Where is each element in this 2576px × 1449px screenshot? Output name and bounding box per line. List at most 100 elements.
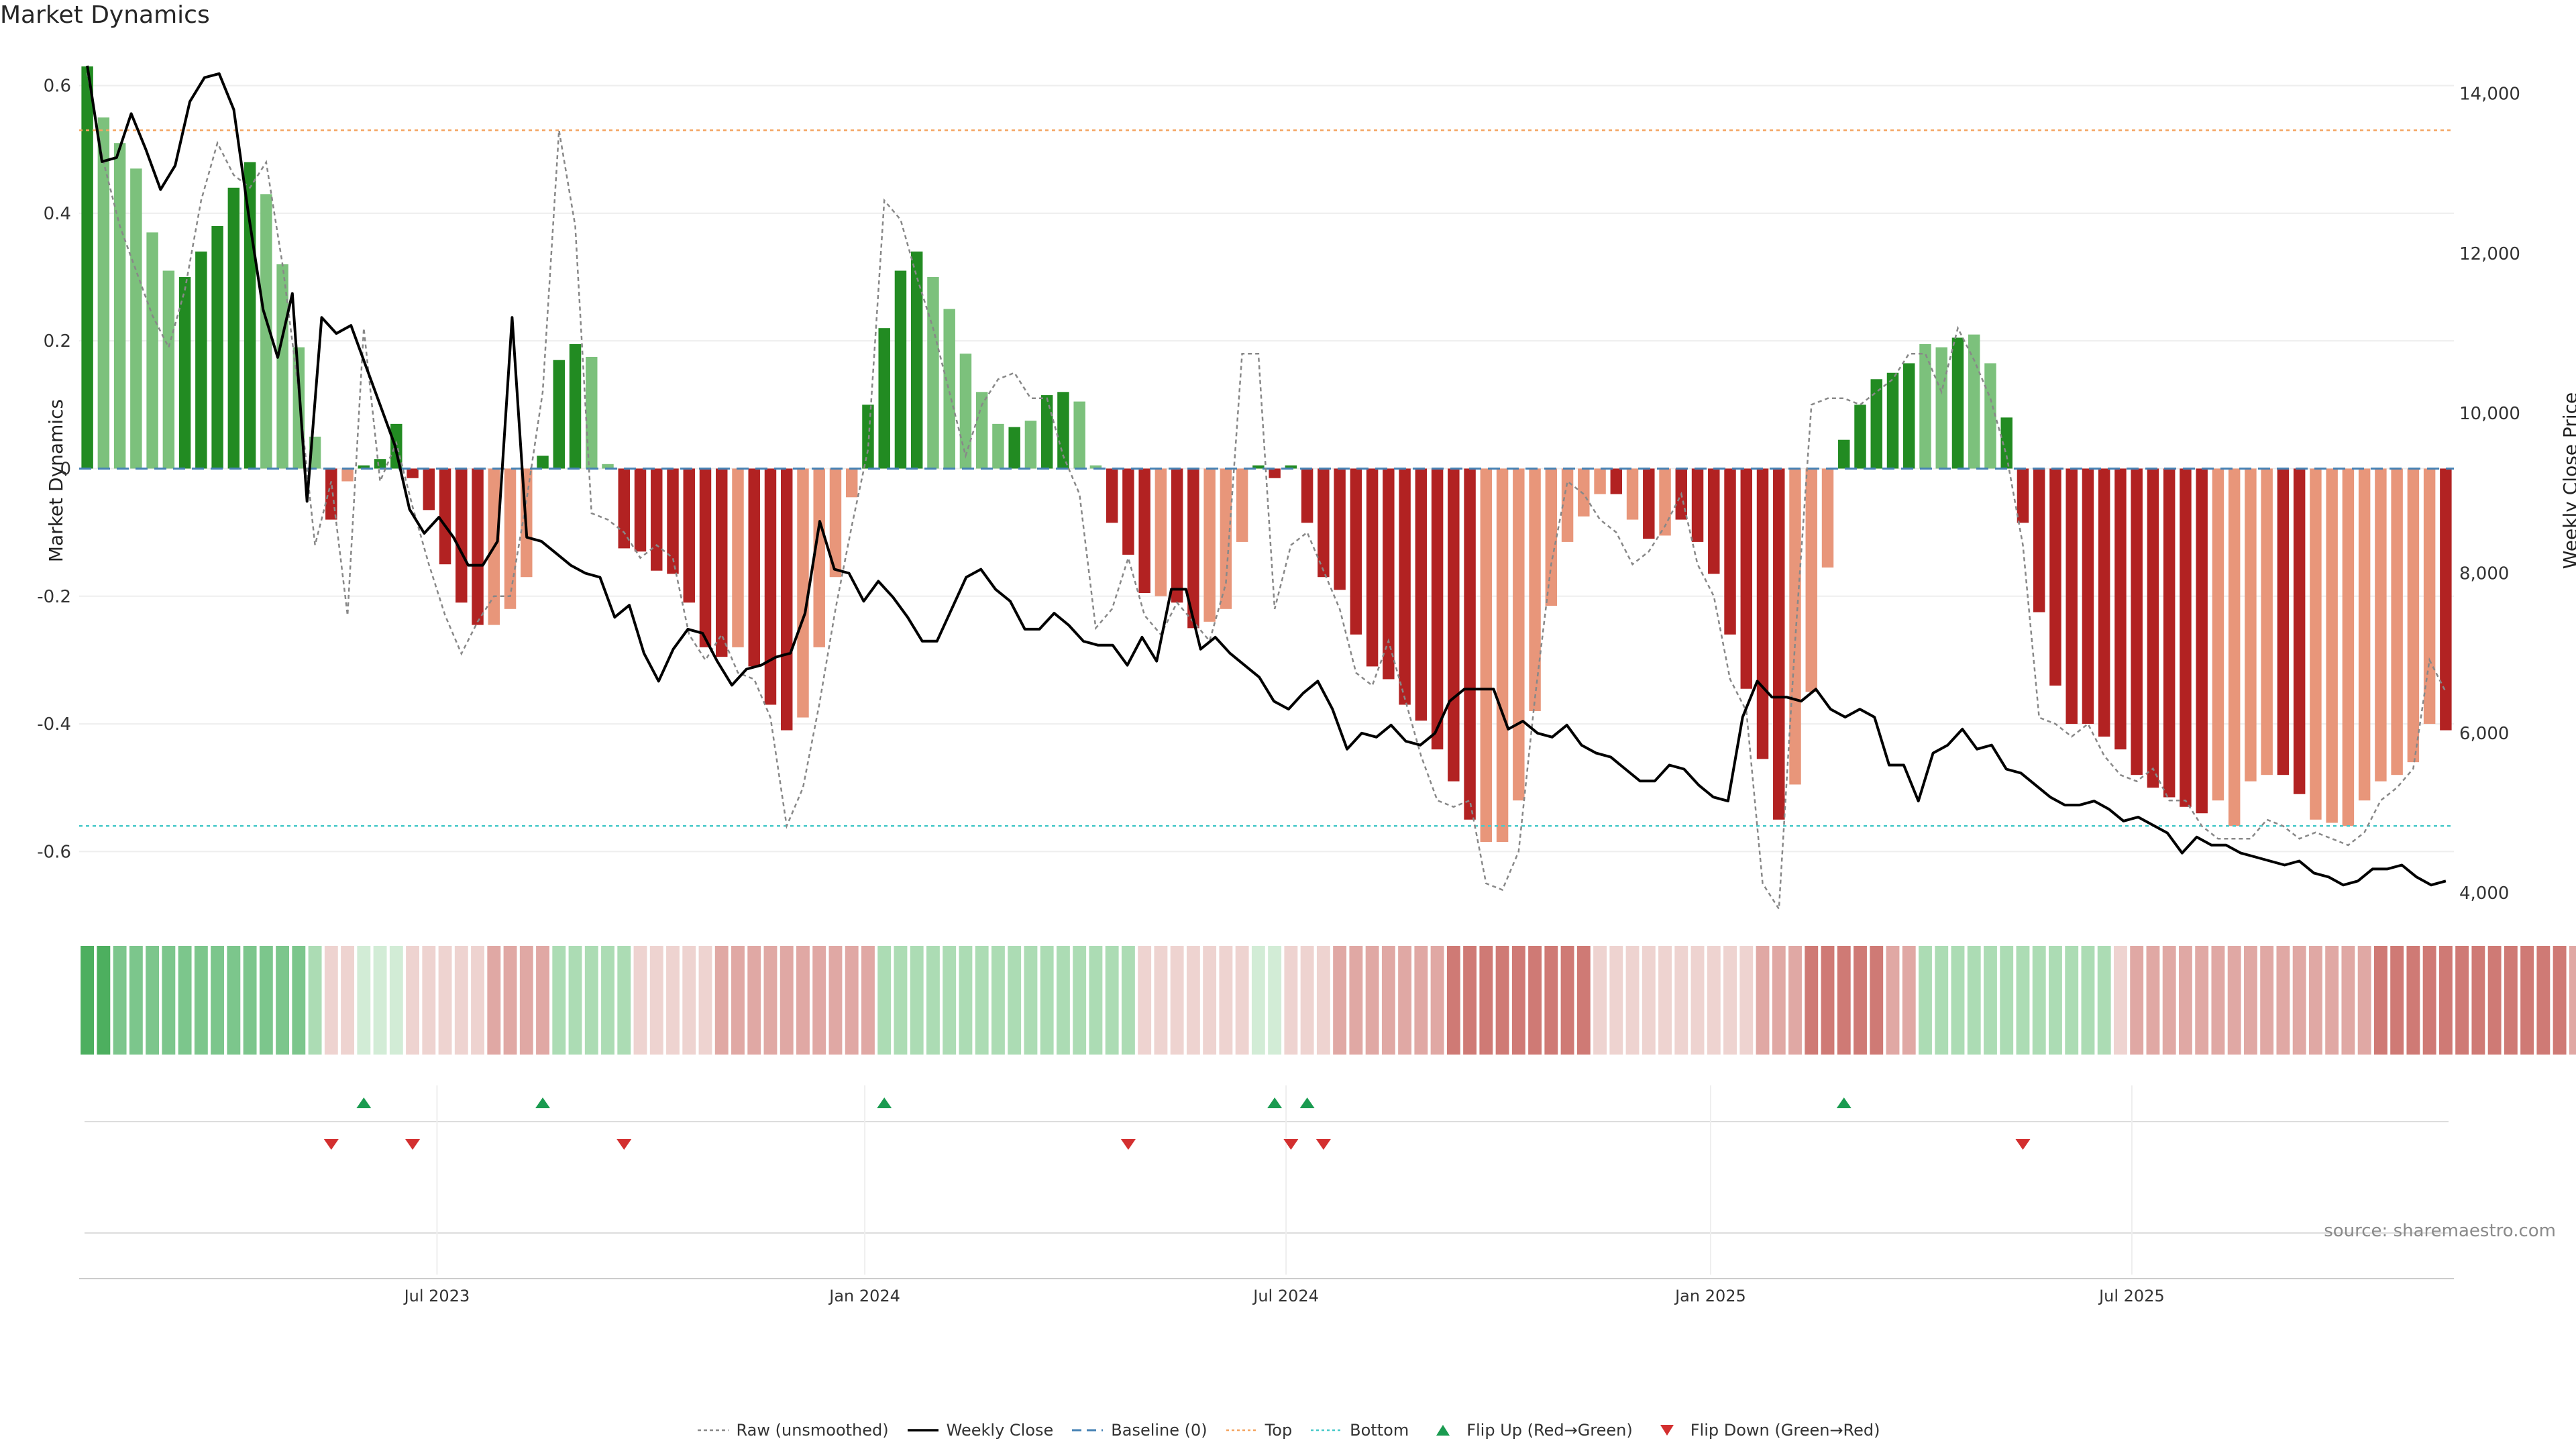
- strip-cell: [243, 946, 257, 1055]
- bar: [1740, 468, 1753, 689]
- strip-cell: [763, 946, 777, 1055]
- bar: [1480, 468, 1493, 843]
- strip-cell: [1511, 946, 1525, 1055]
- strip-cell: [1642, 946, 1656, 1055]
- weekly-close-line: [86, 65, 2447, 887]
- strip-cell: [682, 946, 696, 1055]
- bar: [748, 468, 760, 667]
- bar: [1968, 334, 1980, 469]
- strip-cell: [2211, 946, 2225, 1055]
- bar: [2261, 468, 2273, 775]
- x-tick-label: Jul 2025: [2098, 1287, 2165, 1305]
- strip-cell: [2162, 946, 2176, 1055]
- strip-cell: [80, 946, 95, 1055]
- bar: [1984, 363, 1996, 469]
- bar: [651, 468, 663, 571]
- strip-cell: [2308, 946, 2322, 1055]
- strip-cell: [943, 946, 957, 1055]
- bar: [2212, 468, 2224, 801]
- strip-cell: [845, 946, 859, 1055]
- bar: [1301, 468, 1313, 523]
- strip-cell: [2406, 946, 2420, 1055]
- strip-cell: [1609, 946, 1623, 1055]
- legend-label: Flip Up (Red→Green): [1466, 1421, 1633, 1440]
- bar: [1415, 468, 1428, 721]
- bar: [1513, 468, 1525, 801]
- strip-cell: [292, 946, 306, 1055]
- strip-cell: [1203, 946, 1217, 1055]
- strip-cell: [1544, 946, 1558, 1055]
- bar: [910, 251, 923, 469]
- strip-cell: [1772, 946, 1786, 1055]
- bar: [81, 66, 93, 469]
- bar: [1024, 421, 1037, 469]
- legend-item-down: Flip Down (Green→Red): [1650, 1421, 1880, 1440]
- bar: [1805, 468, 1817, 692]
- strip-cell: [519, 946, 533, 1055]
- bar: [162, 270, 175, 469]
- strip-cell: [1073, 946, 1087, 1055]
- legend-label: Flip Down (Green→Red): [1690, 1421, 1880, 1440]
- strip-cell: [2000, 946, 2014, 1055]
- bar: [2277, 468, 2290, 775]
- strip-cell: [308, 946, 322, 1055]
- strip-cell: [1967, 946, 1981, 1055]
- strip-cell: [2292, 946, 2306, 1055]
- bar: [1626, 468, 1639, 520]
- bar: [2326, 468, 2338, 823]
- strip-cell: [584, 946, 598, 1055]
- strip-cell: [1756, 946, 1770, 1055]
- chart-legend: Raw (unsmoothed) Weekly Close Baseline (0)…: [0, 1421, 2576, 1440]
- strip-cell: [2390, 946, 2404, 1055]
- source-note: source: sharemaestro.com: [2324, 1221, 2556, 1241]
- strip-cell: [1300, 946, 1314, 1055]
- strip-cell: [357, 946, 371, 1055]
- flip-up-marker: [1299, 1097, 1315, 1108]
- flip-down-marker: [1316, 1139, 1331, 1150]
- bar: [455, 468, 468, 603]
- flip-down-marker: [1120, 1139, 1136, 1150]
- bar: [276, 264, 288, 469]
- bar: [2245, 468, 2257, 782]
- legend-label: Raw (unsmoothed): [736, 1421, 889, 1440]
- strip-cell: [1919, 946, 1932, 1055]
- strip-cell: [812, 946, 826, 1055]
- strip-cell: [1365, 946, 1379, 1055]
- bar: [862, 405, 874, 469]
- bar: [2407, 468, 2420, 763]
- strip-cell: [910, 946, 924, 1055]
- legend-swatch-down: [1660, 1425, 1674, 1436]
- strip-cell: [747, 946, 761, 1055]
- strip-cell: [714, 946, 729, 1055]
- bar: [716, 468, 728, 657]
- bar: [1691, 468, 1704, 542]
- bar: [1708, 468, 1720, 574]
- bar: [2131, 468, 2143, 775]
- legend-swatch-top: [1226, 1429, 1257, 1432]
- strip-cell: [454, 946, 468, 1055]
- strip-cell: [2130, 946, 2144, 1055]
- strip-cell: [1138, 946, 1152, 1055]
- bar: [2082, 468, 2094, 724]
- bar: [1383, 468, 1395, 680]
- strip-cell: [1837, 946, 1851, 1055]
- strip-cell: [324, 946, 338, 1055]
- strip-cell: [1105, 946, 1119, 1055]
- bar: [992, 423, 1004, 469]
- strip-cell: [1398, 946, 1412, 1055]
- bar: [1269, 468, 1281, 478]
- right-tick-label: 8,000: [2459, 564, 2509, 584]
- bar: [2423, 468, 2436, 724]
- bar: [1431, 468, 1444, 750]
- bar: [439, 468, 451, 565]
- bar: [699, 468, 712, 647]
- bar: [2375, 468, 2387, 782]
- flip-down-marker: [405, 1139, 421, 1150]
- strip-cell: [666, 946, 680, 1055]
- bar: [1448, 468, 1460, 782]
- bar: [1545, 468, 1558, 606]
- legend-swatch-bottom: [1311, 1429, 1342, 1432]
- strip-cell: [1674, 946, 1688, 1055]
- strip-cell: [1430, 946, 1444, 1055]
- bar: [1838, 439, 1850, 469]
